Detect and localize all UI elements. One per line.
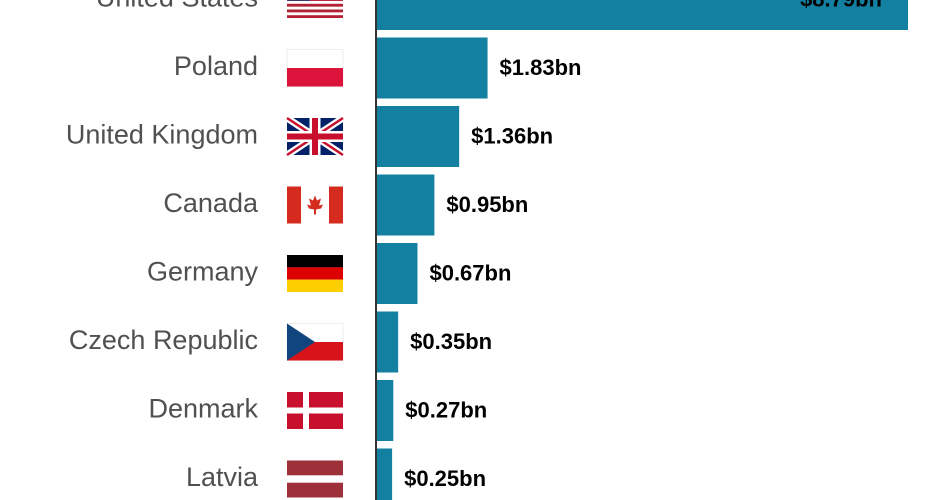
flag-canada [287, 186, 343, 224]
value-label: $1.83bn [500, 55, 582, 80]
value-label: $0.27bn [405, 397, 487, 422]
bar [377, 448, 393, 500]
category-label: Germany [147, 257, 259, 287]
flag-denmark [287, 392, 343, 429]
value-label: $8.79bn [800, 0, 882, 11]
flag-czech [286, 323, 344, 361]
category-label: Canada [163, 188, 259, 218]
value-label: $1.36bn [471, 123, 553, 148]
category-label: Denmark [148, 394, 258, 424]
category-label: Poland [174, 51, 258, 81]
bar [377, 380, 394, 441]
flag-poland [286, 49, 344, 87]
bar [377, 311, 399, 373]
bar [377, 174, 435, 236]
flag-germany [287, 255, 343, 292]
value-label: $0.95bn [446, 192, 528, 217]
bar [377, 37, 488, 99]
bar [377, 0, 908, 30]
value-label: $0.25bn [404, 466, 486, 491]
category-label: Czech Republic [69, 325, 258, 355]
flag-latvia [287, 460, 343, 498]
bar [377, 243, 418, 304]
flag-us [287, 0, 343, 18]
category-label: Latvia [186, 462, 259, 492]
value-label: $0.35bn [410, 329, 492, 354]
flag-uk [285, 115, 345, 158]
category-label: United Kingdom [66, 120, 258, 150]
value-label: $0.67bn [429, 260, 511, 285]
category-label: United States [96, 0, 258, 13]
bar [377, 106, 460, 167]
